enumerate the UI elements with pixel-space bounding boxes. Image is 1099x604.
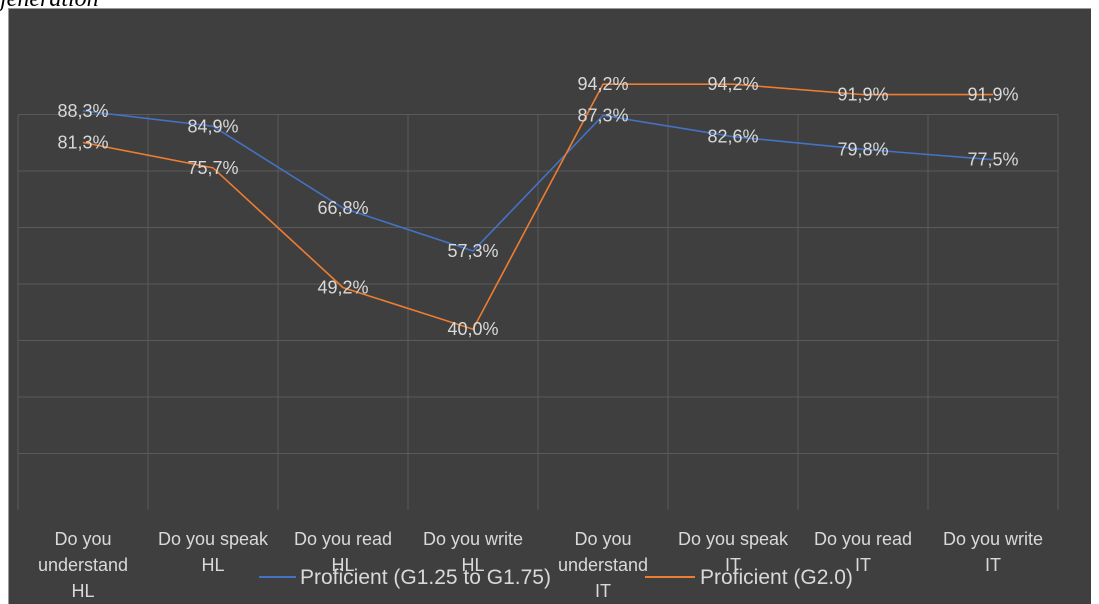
series-line-1	[82, 110, 994, 252]
x-tick-label: Do you read IT	[814, 529, 912, 575]
data-label: 77,5%	[967, 150, 1018, 170]
data-label: 88,3%	[57, 101, 108, 121]
x-tick-label: Do you understand IT	[558, 529, 648, 601]
data-label: 84,9%	[187, 116, 238, 136]
data-label: 94,2%	[577, 74, 628, 94]
data-label: 91,9%	[967, 85, 1018, 105]
data-label: 82,6%	[707, 127, 758, 147]
data-label: 94,2%	[707, 74, 758, 94]
data-label: 79,8%	[837, 139, 888, 159]
data-label: 57,3%	[447, 241, 498, 261]
x-tick-label: Do you understand HL	[38, 529, 128, 601]
data-label: 87,3%	[577, 105, 628, 125]
x-tick-label: Do you write HL	[423, 529, 523, 575]
series-line-2	[82, 83, 993, 331]
data-label: 81,3%	[57, 133, 108, 153]
x-tick-label: Do you write IT	[943, 529, 1043, 575]
x-tick-label: Do you speak IT	[678, 529, 789, 575]
chart-frame	[8, 8, 1091, 604]
legend-label: Proficient (G1.25 to G1.75)	[300, 566, 551, 589]
x-tick-label: Do you speak HL	[158, 529, 269, 575]
x-tick-label: Do you read HL	[294, 529, 392, 575]
data-label: 66,8%	[317, 198, 368, 218]
data-label: 40,0%	[447, 319, 498, 339]
data-label: 49,2%	[317, 278, 368, 298]
data-label: 75,7%	[187, 158, 238, 178]
legend-label: Proficient (G2.0)	[700, 566, 853, 589]
data-label: 91,9%	[837, 85, 888, 105]
